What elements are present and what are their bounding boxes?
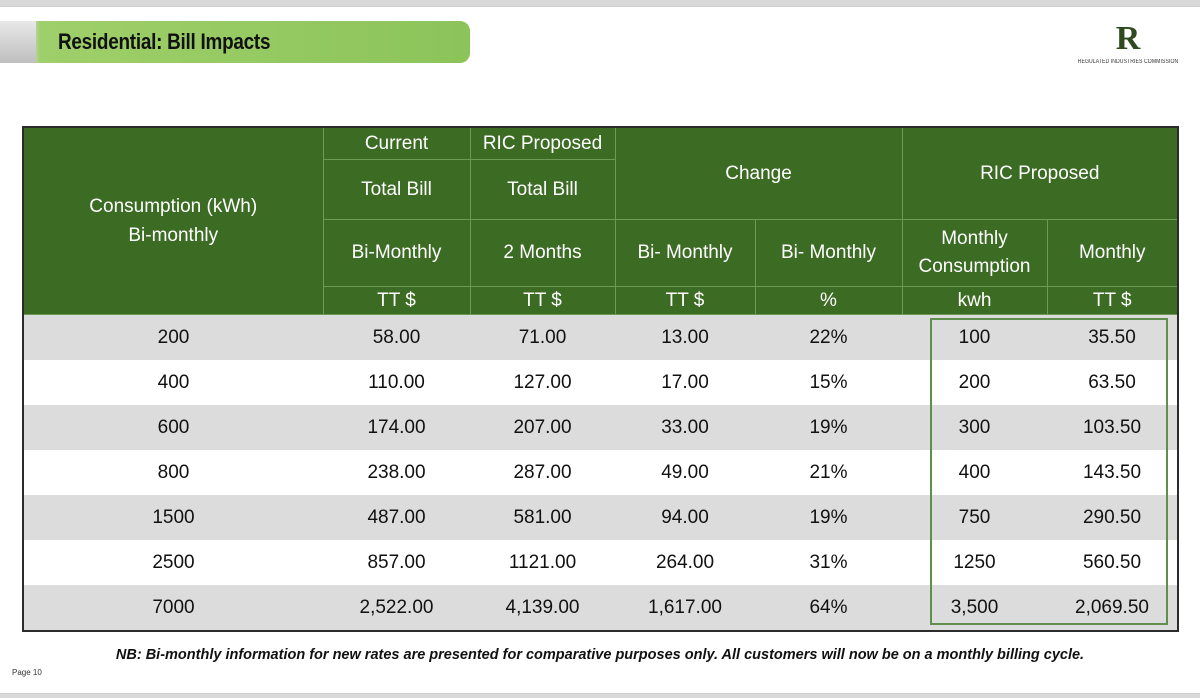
table-cell: 238.00: [323, 450, 470, 495]
table-cell: 800: [23, 450, 323, 495]
table-cell: 71.00: [470, 314, 615, 360]
header-change: Change: [615, 127, 903, 220]
table-cell: 857.00: [323, 540, 470, 585]
header-monthly: Monthly: [1047, 219, 1179, 287]
table-cell: 290.50: [1047, 495, 1178, 540]
table-cell: 100: [902, 314, 1047, 360]
table-cell: 2,522.00: [323, 585, 470, 631]
table-cell: 200: [23, 314, 323, 360]
header-monthly-unit: TT $: [1047, 286, 1179, 315]
table-cell: 4,139.00: [470, 585, 615, 631]
table-cell: 3,500: [902, 585, 1047, 631]
title-bar: Residential: Bill Impacts: [0, 21, 470, 63]
table-cell: 63.50: [1047, 360, 1178, 405]
table-cell: 2500: [23, 540, 323, 585]
slide: Residential: Bill Impacts R REGULATED IN…: [0, 6, 1200, 694]
table-cell: 207.00: [470, 405, 615, 450]
table-row: 600 174.00 207.00 33.00 19% 300 103.50: [23, 405, 1178, 450]
table-cell: 287.00: [470, 450, 615, 495]
header-ric-proposed: RIC Proposed: [902, 127, 1179, 220]
table-row: 1500 487.00 581.00 94.00 19% 750 290.50: [23, 495, 1178, 540]
header-ric-period: 2 Months: [470, 219, 616, 287]
table-cell: 1121.00: [470, 540, 615, 585]
table-cell: 31%: [755, 540, 902, 585]
header-consumption: Consumption (kWh) Bi-monthly: [23, 127, 324, 315]
header-change-period-1: Bi- Monthly: [615, 219, 756, 287]
table-cell: 17.00: [615, 360, 755, 405]
table-cell: 400: [23, 360, 323, 405]
bill-impacts-table: Consumption (kWh) Bi-monthly Current RIC …: [22, 126, 1179, 632]
page-title: Residential: Bill Impacts: [58, 29, 271, 54]
footnote: NB: Bi-monthly information for new rates…: [115, 647, 1085, 663]
table-row: 2500 857.00 1121.00 264.00 31% 1250 560.50: [23, 540, 1178, 585]
table-cell: 1250: [902, 540, 1047, 585]
header-change-unit-1: TT $: [615, 286, 756, 315]
table-cell: 127.00: [470, 360, 615, 405]
logo-text: REGULATED INDUSTRIES COMMISSION: [1077, 59, 1179, 65]
table-cell: 58.00: [323, 314, 470, 360]
table-cell: 560.50: [1047, 540, 1178, 585]
table-cell: 19%: [755, 405, 902, 450]
table-cell: 264.00: [615, 540, 755, 585]
table-cell: 143.50: [1047, 450, 1178, 495]
header-monthly-consumption-unit: kwh: [902, 286, 1048, 315]
title-bar-accent: [0, 21, 36, 63]
table-row: 400 110.00 127.00 17.00 15% 200 63.50: [23, 360, 1178, 405]
header-current-period: Bi-Monthly: [323, 219, 471, 287]
table-body: 200 58.00 71.00 13.00 22% 100 35.50 400 110.00 12…: [23, 314, 1178, 631]
table-cell: 35.50: [1047, 314, 1178, 360]
table-cell: 22%: [755, 314, 902, 360]
header-current-unit: TT $: [323, 286, 471, 315]
table-cell: 487.00: [323, 495, 470, 540]
table-row: 200 58.00 71.00 13.00 22% 100 35.50: [23, 314, 1178, 360]
table-cell: 49.00: [615, 450, 755, 495]
logo-mark: R: [1115, 20, 1141, 57]
header-ric: RIC Proposed: [470, 127, 616, 160]
table-cell: 94.00: [615, 495, 755, 540]
table-cell: 7000: [23, 585, 323, 631]
table-cell: 174.00: [323, 405, 470, 450]
table-row: 7000 2,522.00 4,139.00 1,617.00 64% 3,500 2,06…: [23, 585, 1178, 631]
table-cell: 13.00: [615, 314, 755, 360]
table-cell: 200: [902, 360, 1047, 405]
header-current-total: Total Bill: [323, 159, 471, 220]
table-cell: 21%: [755, 450, 902, 495]
table-cell: 15%: [755, 360, 902, 405]
table-cell: 64%: [755, 585, 902, 631]
table-cell: 1500: [23, 495, 323, 540]
table-cell: 600: [23, 405, 323, 450]
table-cell: 300: [902, 405, 1047, 450]
page-number: Page 10: [12, 668, 42, 677]
table-cell: 19%: [755, 495, 902, 540]
header-current: Current: [323, 127, 471, 160]
table-cell: 33.00: [615, 405, 755, 450]
table-cell: 400: [902, 450, 1047, 495]
table-cell: 1,617.00: [615, 585, 755, 631]
table-cell: 2,069.50: [1047, 585, 1178, 631]
header-change-unit-2: %: [755, 286, 903, 315]
table-cell: 103.50: [1047, 405, 1178, 450]
table-cell: 581.00: [470, 495, 615, 540]
header-monthly-consumption: Monthly Consumption: [902, 219, 1048, 287]
table-cell: 750: [902, 495, 1047, 540]
header-change-period-2: Bi- Monthly: [755, 219, 903, 287]
header-ric-unit: TT $: [470, 286, 616, 315]
table-row: 800 238.00 287.00 49.00 21% 400 143.50: [23, 450, 1178, 495]
header-ric-total: Total Bill: [470, 159, 616, 220]
table-cell: 110.00: [323, 360, 470, 405]
commission-logo: R REGULATED INDUSTRIES COMMISSION: [1068, 20, 1188, 71]
